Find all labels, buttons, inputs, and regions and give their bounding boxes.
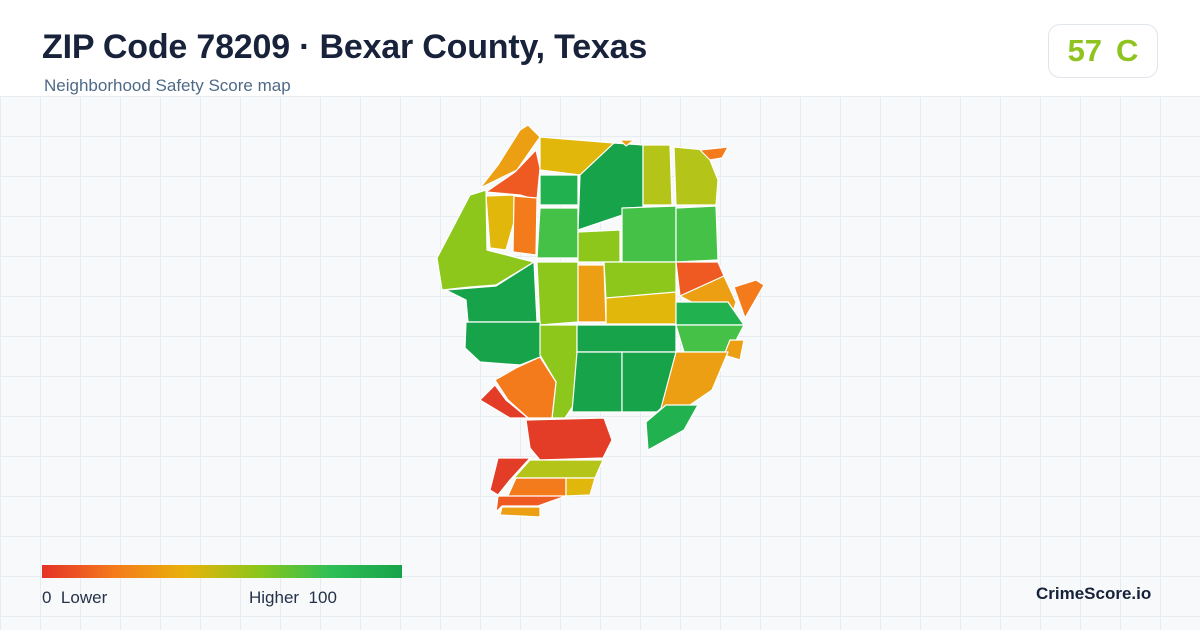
legend-high-text: Higher — [249, 588, 300, 607]
map-region — [723, 339, 745, 361]
map-region — [733, 279, 765, 319]
map-region — [525, 417, 613, 461]
page-subtitle: Neighborhood Safety Score map — [44, 76, 291, 95]
map-region — [577, 229, 621, 263]
legend-low-label: 0 Lower — [42, 588, 107, 608]
map-region — [512, 195, 538, 256]
map-region — [464, 321, 546, 366]
map-region — [577, 264, 607, 323]
legend-low-text: Lower — [60, 588, 108, 607]
map-region — [699, 146, 729, 161]
score-value: 57 — [1067, 33, 1103, 68]
brand-logo-text: CrimeScore.io — [1036, 584, 1152, 603]
map-region — [495, 495, 567, 513]
map-region — [499, 506, 541, 518]
legend-low-value: 0 — [42, 588, 52, 607]
map-region — [565, 477, 596, 497]
safety-score-badge: 57 C — [1048, 24, 1158, 78]
legend-gradient-bar — [42, 565, 402, 578]
map-region — [536, 207, 579, 259]
header — [0, 0, 1200, 96]
page-title: ZIP Code 78209 · Bexar County, Texas — [42, 28, 648, 66]
map-region — [513, 459, 604, 479]
map-region — [479, 384, 529, 419]
map-region — [571, 351, 623, 413]
map-region — [485, 194, 515, 251]
map-region — [489, 457, 531, 496]
legend-high-value: 100 — [308, 588, 337, 607]
map-region — [605, 291, 677, 325]
legend-high-label: Higher 100 — [249, 588, 337, 608]
score-grade: C — [1116, 33, 1139, 68]
map-region — [675, 205, 719, 263]
map-region — [642, 144, 673, 206]
map-region — [645, 404, 699, 451]
map-region — [619, 139, 635, 147]
map-region — [539, 174, 579, 206]
map-region — [536, 261, 579, 326]
map-region — [436, 189, 535, 291]
map-region — [576, 324, 677, 353]
map-region — [621, 205, 677, 263]
map-region — [494, 356, 557, 419]
map-region — [659, 351, 729, 413]
